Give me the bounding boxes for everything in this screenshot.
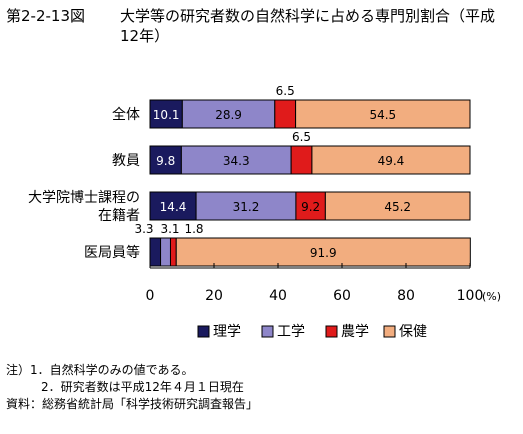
data-label: 3.3 bbox=[134, 222, 153, 236]
data-label: 9.2 bbox=[301, 200, 320, 214]
data-label: 45.2 bbox=[384, 200, 411, 214]
data-label: 28.9 bbox=[215, 108, 242, 122]
bar-segment bbox=[195, 191, 297, 221]
data-label: 1.8 bbox=[184, 222, 203, 236]
bar-segment bbox=[149, 191, 197, 221]
x-tick-label: 60 bbox=[333, 288, 351, 304]
note-2: 2．研究者数は平成12年４月１日現在 bbox=[41, 380, 244, 394]
data-label: 14.4 bbox=[160, 200, 187, 214]
data-label: 34.3 bbox=[223, 154, 250, 168]
data-label: 10.1 bbox=[153, 108, 180, 122]
bar-segment bbox=[181, 99, 276, 129]
figure-title: 大学等の研究者数の自然科学に占める専門別割合（平成12年） bbox=[120, 7, 496, 45]
legend-label: 工学 bbox=[277, 324, 305, 340]
bar-segment bbox=[160, 237, 171, 267]
category-label: 医局員等 bbox=[84, 244, 140, 261]
data-label: 31.2 bbox=[233, 200, 260, 214]
bar-segment bbox=[290, 145, 313, 175]
x-tick-label: 100 bbox=[457, 288, 484, 304]
x-tick-label: 80 bbox=[397, 288, 415, 304]
bar-segment bbox=[149, 237, 162, 267]
legend-label: 理学 bbox=[213, 324, 241, 340]
bar-segment bbox=[175, 237, 471, 267]
data-label: 9.8 bbox=[156, 154, 175, 168]
bar-segment bbox=[311, 145, 471, 175]
data-label: 54.5 bbox=[369, 108, 396, 122]
x-unit-label: (%) bbox=[482, 290, 501, 303]
legend-swatch bbox=[383, 325, 396, 338]
source-note: 資料：総務省統計局「科学技術研究調査報告」 bbox=[6, 397, 259, 411]
x-tick-label: 40 bbox=[269, 288, 287, 304]
category-label: 全体 bbox=[112, 106, 140, 123]
data-label: 6.5 bbox=[276, 84, 295, 98]
legend-label: 保健 bbox=[399, 324, 427, 340]
chart-notes: 注）1．自然科学のみの値である。 2．研究者数は平成12年４月１日現在 資料：総… bbox=[6, 362, 258, 413]
category-label: 在籍者 bbox=[98, 207, 140, 224]
note-1: 1．自然科学のみの値である。 bbox=[30, 363, 194, 377]
category-label: 大学院博士課程の bbox=[28, 189, 140, 206]
legend-swatch bbox=[197, 325, 210, 338]
bar-segment bbox=[295, 99, 471, 129]
x-tick-label: 20 bbox=[205, 288, 223, 304]
legend-label: 農学 bbox=[341, 324, 369, 340]
legend-swatch bbox=[261, 325, 274, 338]
note-label: 注） bbox=[6, 363, 31, 377]
bar-segment bbox=[324, 191, 471, 221]
figure-number: 第2-2-13図 bbox=[6, 7, 85, 25]
data-label: 49.4 bbox=[378, 154, 405, 168]
category-label: 教員 bbox=[112, 153, 140, 169]
legend-swatch bbox=[325, 325, 338, 338]
data-label: 91.9 bbox=[310, 246, 337, 260]
bar-segment bbox=[180, 145, 292, 175]
x-tick-label: 0 bbox=[146, 288, 155, 304]
data-label: 6.5 bbox=[292, 130, 311, 144]
bar-segment bbox=[169, 237, 177, 267]
bar-segment bbox=[274, 99, 297, 129]
data-label: 3.1 bbox=[160, 222, 179, 236]
